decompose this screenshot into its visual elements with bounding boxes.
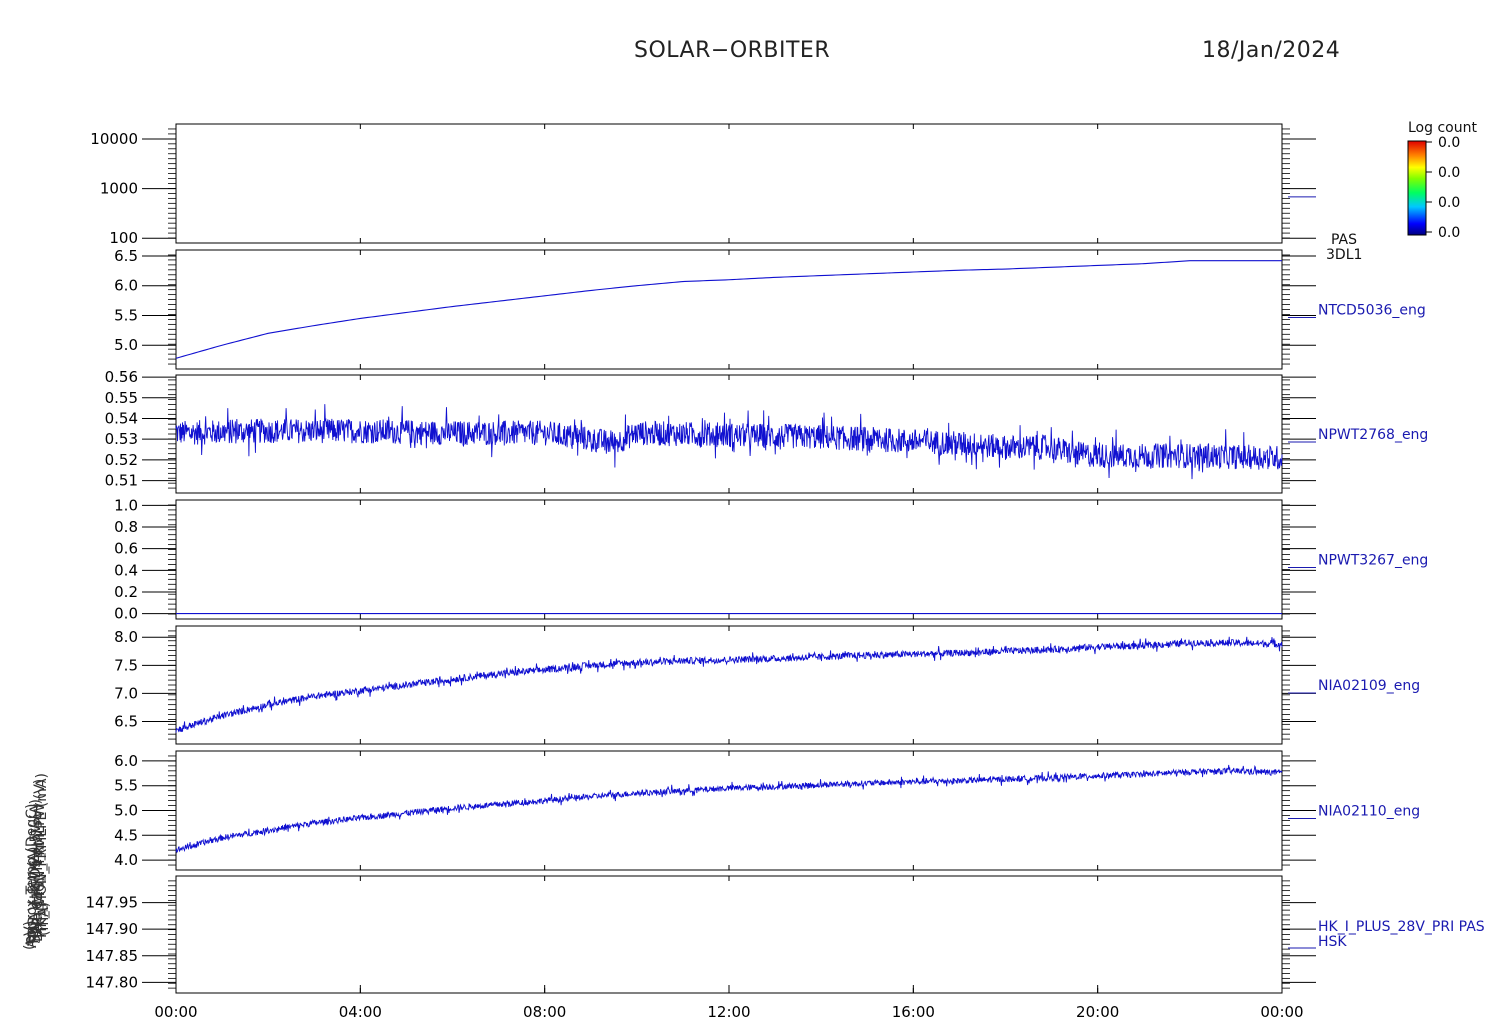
panel-5: 6.5 7.0 7.5 8.0 NIA02109_eng — [114, 625, 1420, 745]
panel-label: NTCD5036_eng — [1318, 303, 1426, 319]
panel-4: 0.0 0.2 0.4 0.6 0.8 1.0 NPWT3267_eng — [114, 496, 1428, 622]
series-line — [175, 404, 1283, 480]
y-tick-label: 5.0 — [114, 336, 138, 354]
y-tick-label: 8.0 — [114, 628, 138, 646]
y-tick-label: 147.85 — [86, 947, 139, 965]
x-tick-label: 00:00 — [154, 1003, 197, 1020]
y-tick-label: 0.6 — [114, 540, 138, 558]
panel-frame — [175, 249, 1283, 370]
y-tick-label: 5.5 — [114, 777, 138, 795]
panel-6: 4.0 4.5 5.0 5.5 6.0 NIA02110_eng — [114, 750, 1420, 871]
y-tick-label: 6.0 — [114, 277, 138, 295]
y-tick-label: 4.5 — [114, 826, 138, 844]
y-tick-label: 5.0 — [114, 802, 138, 820]
panel-frame — [175, 123, 1283, 244]
colorbar-tick-label: 0.0 — [1438, 165, 1460, 181]
panel-label: NIA02110_eng — [1318, 804, 1420, 820]
x-tick-label: 04:00 — [339, 1003, 382, 1020]
date-title: 18/Jan/2024 — [1202, 38, 1341, 63]
y-tick-label: 10000 — [90, 130, 138, 148]
y-tick-label: 6.0 — [114, 752, 138, 770]
y-tick-label: 0.8 — [114, 518, 138, 536]
y-tick-label: 6.5 — [114, 713, 138, 731]
y-tick-label: 0.55 — [105, 389, 138, 407]
y-tick-label: 147.90 — [86, 920, 139, 938]
colorbar-tick-label: 0.0 — [1438, 225, 1460, 241]
y-tick-label: 6.5 — [114, 247, 138, 265]
colorbar: 0.0 0.0 0.0 0.0 — [1407, 135, 1460, 241]
panel-frame — [175, 875, 1283, 994]
y-tick-label: 0.4 — [114, 561, 138, 579]
panel-label: 3DL1 — [1326, 247, 1362, 263]
panel-label: NPWT2768_eng — [1318, 427, 1428, 443]
x-tick-label: 12:00 — [707, 1003, 750, 1020]
y-tick-label: 1.0 — [114, 496, 138, 514]
mission-title: SOLAR−ORBITER — [634, 38, 831, 63]
panel-frame — [175, 750, 1283, 871]
panel-label: NPWT3267_eng — [1318, 553, 1428, 569]
panel-label: HSK — [1318, 934, 1347, 950]
y-tick-label: 0.53 — [105, 430, 138, 448]
panel-2: 5.0 5.5 6.0 6.5 NTCD5036_eng — [114, 247, 1426, 370]
series-line — [175, 636, 1283, 733]
series-line — [175, 260, 1282, 359]
y-tick-label: 0.51 — [105, 472, 138, 490]
y-tick-label: 147.80 — [86, 973, 139, 991]
y-tick-label: 5.5 — [114, 306, 138, 324]
y-tick-label: 0.52 — [105, 451, 138, 469]
y-tick-label: 0.0 — [114, 605, 138, 623]
colorbar-title: Log count — [1408, 120, 1477, 136]
panel-3: 0.51 0.52 0.53 0.54 0.55 0.56 NPWT2768_eng — [105, 368, 1428, 494]
colorbar-scale — [1407, 140, 1427, 236]
y-tick-label: 0.2 — [114, 583, 138, 601]
x-tick-label: 08:00 — [523, 1003, 566, 1020]
series-line — [175, 764, 1283, 854]
panel-label: HK_I_PLUS_28V_PRI PAS — [1318, 919, 1485, 935]
y-tick-label: 0.56 — [105, 368, 138, 386]
x-tick-label: 20:00 — [1076, 1003, 1119, 1020]
panel-label: NIA02109_eng — [1318, 678, 1420, 694]
y-tick-label: 7.5 — [114, 656, 138, 674]
colorbar-tick-label: 0.0 — [1438, 195, 1460, 211]
y-tick-label: 0.54 — [105, 409, 138, 427]
panel-label: PAS — [1331, 232, 1357, 248]
y-tick-label: 147.95 — [86, 894, 139, 912]
panel-frame — [175, 625, 1283, 745]
panel-7: 147.80 147.85 147.90 147.95 HK_I_PLUS_28V_PR… — [86, 875, 1485, 994]
y-tick-label: 1000 — [100, 180, 138, 198]
x-tick-label: 00:00 — [1260, 1003, 1303, 1020]
colorbar-tick-label: 0.0 — [1438, 135, 1460, 151]
y-tick-label: 7.0 — [114, 684, 138, 702]
y-tick-label: 100 — [109, 229, 138, 247]
panel-frame — [175, 499, 1283, 620]
y-tick-label: 4.0 — [114, 851, 138, 869]
x-tick-label: 16:00 — [892, 1003, 935, 1020]
